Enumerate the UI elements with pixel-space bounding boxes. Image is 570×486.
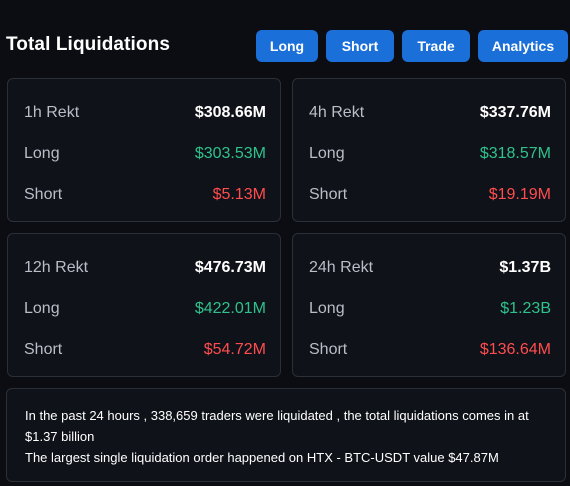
- analytics-button[interactable]: Analytics: [478, 30, 568, 62]
- page-title: Total Liquidations: [6, 34, 170, 55]
- card-total-row: 1h Rekt $308.66M: [24, 103, 266, 123]
- card-long-label: Long: [24, 300, 60, 317]
- card-total-row: 4h Rekt $337.76M: [309, 103, 551, 123]
- card-long-row: Long $318.57M: [309, 144, 551, 164]
- card-long-label: Long: [24, 145, 60, 162]
- card-short-label: Short: [24, 341, 63, 358]
- card-long-value: $1.23B: [500, 300, 551, 317]
- card-short-label: Short: [309, 186, 348, 203]
- card-period-label: 24h Rekt: [309, 259, 374, 276]
- card-total-value: $1.37B: [499, 259, 551, 276]
- card-1h: 1h Rekt $308.66M Long $303.53M Short $5.…: [7, 78, 281, 222]
- card-4h: 4h Rekt $337.76M Long $318.57M Short $19…: [292, 78, 566, 222]
- card-short-label: Short: [309, 341, 348, 358]
- card-short-row: Short $5.13M: [24, 185, 266, 205]
- card-short-row: Short $136.64M: [309, 340, 551, 360]
- card-total-row: 12h Rekt $476.73M: [24, 258, 266, 278]
- header: Total Liquidations Long Short Trade Anal…: [6, 28, 570, 64]
- card-long-value: $303.53M: [194, 145, 266, 162]
- card-long-value: $422.01M: [194, 300, 266, 317]
- card-total-row: 24h Rekt $1.37B: [309, 258, 551, 278]
- card-short-value: $5.13M: [212, 186, 266, 203]
- card-short-row: Short $19.19M: [309, 185, 551, 205]
- card-short-value: $136.64M: [479, 341, 551, 358]
- card-short-value: $19.19M: [488, 186, 551, 203]
- summary-line-largest-order: The largest single liquidation order hap…: [25, 450, 499, 465]
- card-period-label: 1h Rekt: [24, 104, 80, 121]
- short-button[interactable]: Short: [326, 30, 394, 62]
- trade-button[interactable]: Trade: [402, 30, 470, 62]
- card-total-value: $476.73M: [194, 259, 266, 276]
- card-long-label: Long: [309, 300, 345, 317]
- long-button[interactable]: Long: [256, 30, 318, 62]
- card-long-row: Long $303.53M: [24, 144, 266, 164]
- card-long-label: Long: [309, 145, 345, 162]
- card-total-value: $308.66M: [194, 104, 266, 121]
- card-long-value: $318.57M: [479, 145, 551, 162]
- card-total-value: $337.76M: [479, 104, 551, 121]
- card-12h: 12h Rekt $476.73M Long $422.01M Short $5…: [7, 233, 281, 377]
- card-short-value: $54.72M: [203, 341, 266, 358]
- action-buttons: Long Short Trade Analytics: [256, 30, 568, 62]
- summary-line-traders: In the past 24 hours , 338,659 traders w…: [25, 408, 529, 444]
- card-long-row: Long $422.01M: [24, 299, 266, 319]
- card-period-label: 12h Rekt: [24, 259, 89, 276]
- card-period-label: 4h Rekt: [309, 104, 365, 121]
- summary-box: In the past 24 hours , 338,659 traders w…: [6, 388, 566, 482]
- card-24h: 24h Rekt $1.37B Long $1.23B Short $136.6…: [292, 233, 566, 377]
- card-long-row: Long $1.23B: [309, 299, 551, 319]
- card-short-label: Short: [24, 186, 63, 203]
- card-short-row: Short $54.72M: [24, 340, 266, 360]
